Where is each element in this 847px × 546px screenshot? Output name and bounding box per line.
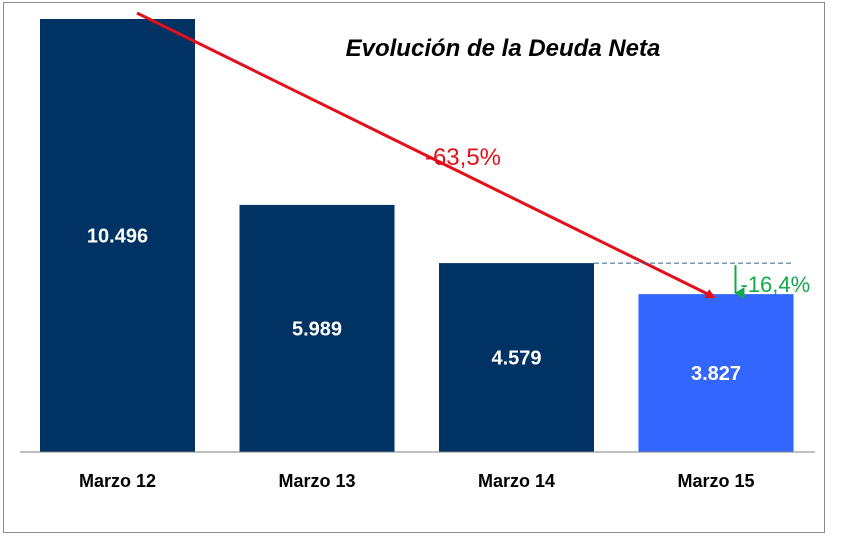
bar-value-label: 4.579 [491,348,541,370]
bar-value-label: 5.989 [292,318,342,340]
total-change-arrow [136,11,716,299]
chart-title: Evolución de la Deuda Neta [346,35,661,62]
category-tick-label: Marzo 15 [677,471,754,491]
bar [40,19,195,452]
bar [638,294,794,452]
bar [239,204,395,452]
bar-value-label: 10.496 [87,226,148,248]
category-tick-label: Marzo 13 [278,471,355,491]
category-tick-label: Marzo 14 [478,471,555,491]
total-change-label: -63,5% [425,144,501,171]
category-tick-label: Marzo 12 [79,471,156,491]
year-change-label: -16,4% [741,272,811,297]
bar [439,263,594,452]
bar-value-label: 3.827 [691,363,741,385]
